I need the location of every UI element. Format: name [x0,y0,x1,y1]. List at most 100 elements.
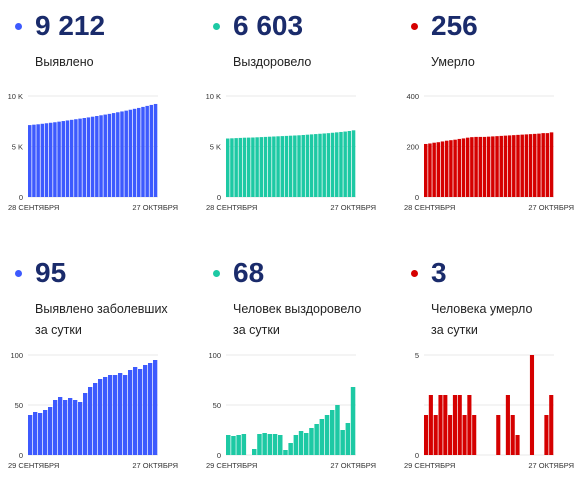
bar[interactable] [297,135,301,197]
bar[interactable] [345,423,351,455]
bar[interactable] [28,125,32,197]
bar[interactable] [38,413,43,455]
bar[interactable] [457,138,462,197]
bar[interactable] [111,113,116,197]
bar[interactable] [491,136,495,197]
bar[interactable] [137,107,141,197]
bar[interactable] [305,134,310,197]
bar[interactable] [533,133,537,198]
bar[interactable] [486,136,491,197]
bar[interactable] [512,135,516,197]
bar[interactable] [314,424,319,455]
bar[interactable] [113,375,118,455]
bar[interactable] [262,433,267,455]
bar[interactable] [432,142,436,197]
bar[interactable] [83,393,88,455]
bar[interactable] [280,136,285,197]
bar[interactable] [234,138,238,197]
bar[interactable] [86,117,91,197]
bar[interactable] [343,131,347,197]
bar[interactable] [298,431,304,455]
bar[interactable] [438,395,443,455]
bar[interactable] [57,121,61,197]
bar[interactable] [448,415,453,455]
bar[interactable] [478,136,483,197]
bar[interactable] [226,435,231,455]
bar[interactable] [544,415,549,455]
bar[interactable] [128,109,133,197]
bar[interactable] [436,142,441,197]
bar[interactable] [145,105,149,197]
bar[interactable] [452,395,457,455]
bar[interactable] [440,141,445,197]
bar[interactable] [226,138,230,197]
bar[interactable] [453,139,457,197]
bar[interactable] [467,395,472,455]
bar[interactable] [32,124,36,197]
bar[interactable] [309,134,314,197]
bar[interactable] [132,108,137,197]
bar[interactable] [433,415,438,455]
bar[interactable] [241,434,247,455]
bar[interactable] [153,103,158,197]
bar[interactable] [505,395,510,455]
bar[interactable] [246,137,251,197]
bar[interactable] [98,379,103,455]
bar[interactable] [73,400,78,455]
bar[interactable] [495,136,499,197]
bar[interactable] [108,375,113,455]
bar[interactable] [461,138,466,197]
bar[interactable] [340,430,345,455]
bar[interactable] [263,136,268,197]
bar[interactable] [524,134,529,197]
bar[interactable] [43,410,48,455]
bar[interactable] [88,387,93,455]
bar[interactable] [301,134,305,197]
bar[interactable] [90,116,95,197]
bar[interactable] [69,119,74,197]
bar[interactable] [153,360,158,455]
bar[interactable] [293,435,299,455]
bar[interactable] [330,132,335,197]
bar[interactable] [255,137,259,197]
bar[interactable] [148,363,153,455]
bar[interactable] [231,436,236,455]
bar[interactable] [284,135,289,197]
bar[interactable] [103,377,108,455]
bar[interactable] [545,133,550,197]
bar[interactable] [124,110,128,197]
bar[interactable] [118,373,123,455]
bar[interactable] [335,405,340,455]
bar[interactable] [133,367,138,455]
bar[interactable] [470,137,474,197]
bar[interactable] [428,143,432,197]
bar[interactable] [288,135,293,197]
bar[interactable] [499,135,503,197]
bar[interactable] [267,434,273,455]
bar[interactable] [120,111,124,197]
bar[interactable] [549,132,554,197]
bar[interactable] [324,415,330,455]
bar[interactable] [503,135,508,197]
bar[interactable] [252,449,257,455]
bar[interactable] [78,402,83,455]
bar[interactable] [40,123,45,197]
bar[interactable] [28,415,33,455]
bar[interactable] [93,383,98,455]
bar[interactable] [350,387,356,455]
bar[interactable] [44,123,49,197]
bar[interactable] [472,415,477,455]
bar[interactable] [326,133,331,197]
bar[interactable] [520,134,524,197]
bar[interactable] [278,435,283,455]
bar[interactable] [78,118,82,197]
bar[interactable] [107,113,112,197]
bar[interactable] [259,137,264,197]
bar[interactable] [549,395,554,455]
bar[interactable] [36,124,40,197]
bar[interactable] [314,134,318,197]
bar[interactable] [516,134,520,197]
bar[interactable] [251,137,255,197]
bar[interactable] [61,121,66,197]
bar[interactable] [272,434,278,455]
